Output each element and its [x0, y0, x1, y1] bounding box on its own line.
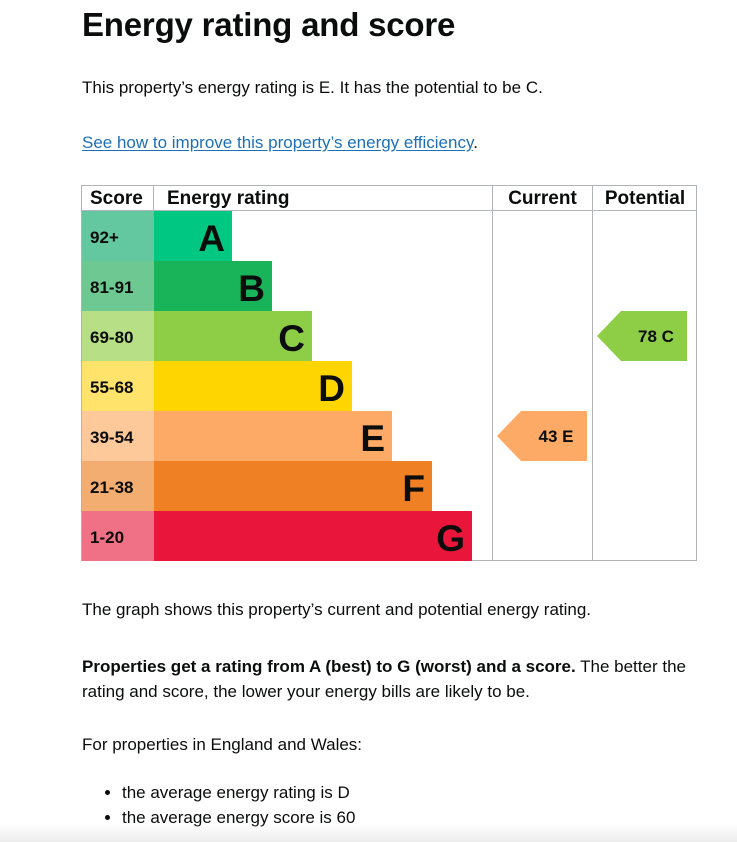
rating-bar-f [154, 461, 432, 511]
rating-letter-a: A [198, 218, 225, 259]
ratings-explanation-rest: The better the rating and score, the low… [82, 657, 686, 701]
graph-explanation-text: The graph shows this property’s current … [82, 600, 592, 619]
rating-intro-text: This property’s energy rating is E. It h… [82, 78, 543, 97]
link-suffix: . [473, 133, 478, 152]
potential-rating-label: 78 C [638, 327, 674, 346]
ratings-explanation: Properties get a rating from A (best) to… [82, 654, 702, 704]
average-rating-item: the average energy rating is D [122, 780, 355, 805]
score-cell-b [82, 261, 154, 311]
bottom-edge-shadow [0, 824, 737, 842]
potential-header: Potential [605, 188, 685, 209]
score-range-b: 81-91 [90, 278, 133, 297]
rating-letter-g: G [436, 518, 465, 559]
ratings-explanation-bold: Properties get a rating from A (best) to… [82, 657, 576, 676]
score-cell-c [82, 311, 154, 361]
rating-bar-g [154, 511, 472, 561]
potential-rating-arrow [597, 311, 687, 361]
score-cell-f [82, 461, 154, 511]
energy-rating-chart: Score Energy rating Current Potential 92+ A 81… [81, 185, 697, 561]
score-range-d: 55-68 [90, 378, 133, 397]
rating-bar-d [154, 361, 352, 411]
rating-letter-b: B [238, 268, 265, 309]
england-wales-intro: For properties in England and Wales: [82, 735, 363, 754]
page-title: Energy rating and score [82, 6, 456, 43]
score-range-e: 39-54 [90, 428, 134, 447]
score-header: Score [90, 188, 143, 209]
rating-bar-e [154, 411, 392, 461]
current-header: Current [508, 188, 577, 209]
score-cell-e [82, 411, 154, 461]
current-rating-label: 43 E [539, 427, 574, 446]
improve-link-paragraph: See how to improve this property’s energ… [82, 133, 478, 153]
rating-letter-c: C [278, 318, 305, 359]
score-cell-a [82, 211, 154, 261]
score-range-c: 69-80 [90, 328, 133, 347]
score-range-a: 92+ [90, 228, 119, 247]
improve-efficiency-link[interactable]: See how to improve this property’s energ… [82, 133, 474, 152]
rating-letter-e: E [360, 418, 385, 459]
score-cell-d [82, 361, 154, 411]
averages-list: the average energy rating is D the avera… [82, 780, 355, 830]
average-score-item: the average energy score is 60 [122, 805, 355, 830]
rating-letter-d: D [318, 368, 345, 409]
rating-letter-f: F [402, 468, 425, 509]
energy-rating-header: Energy rating [167, 188, 289, 209]
rating-bar-a [154, 211, 232, 261]
score-cell-g [82, 511, 154, 561]
rating-bar-b [154, 261, 272, 311]
rating-bar-c [154, 311, 312, 361]
current-rating-arrow [497, 411, 587, 461]
score-range-g: 1-20 [90, 528, 124, 547]
score-range-f: 21-38 [90, 478, 133, 497]
